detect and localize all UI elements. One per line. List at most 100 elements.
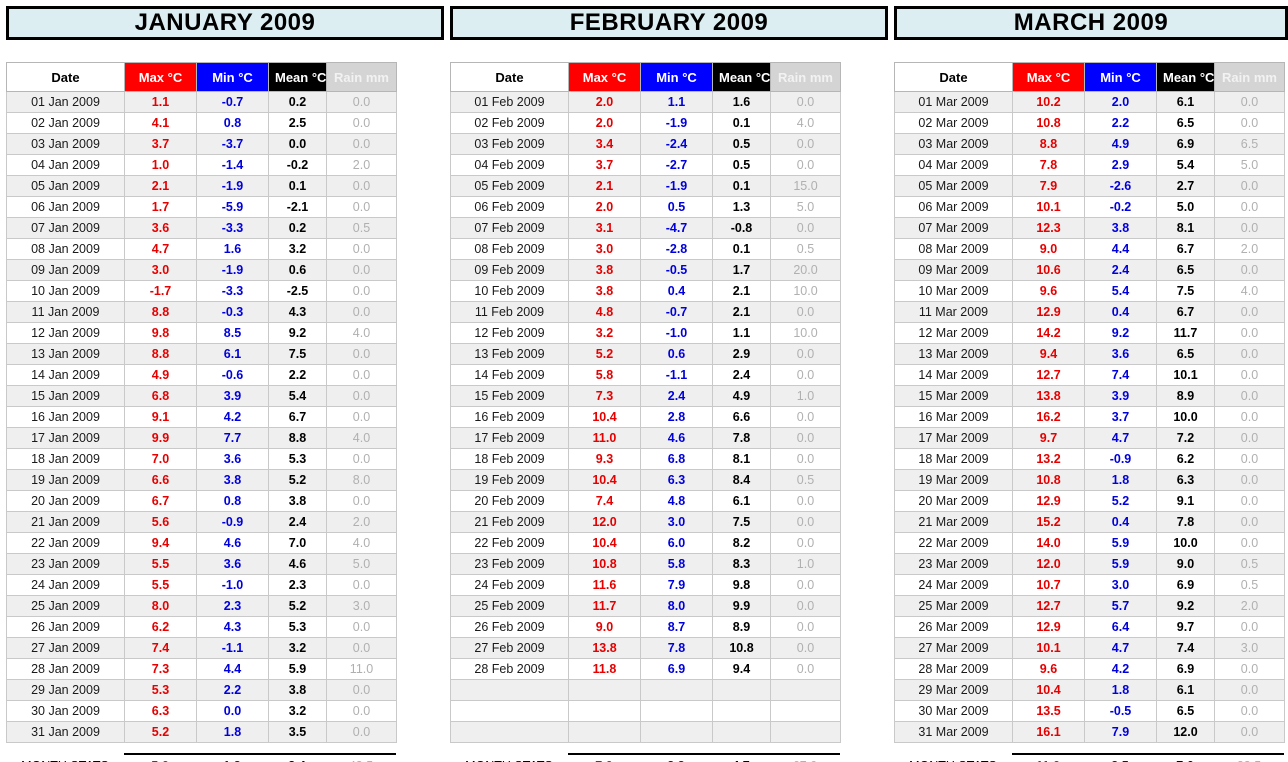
table-row[interactable]: 23 Feb 2009 10.8 5.8 8.3 1.0 <box>450 553 841 575</box>
table-row[interactable]: 31 Jan 2009 5.2 1.8 3.5 0.0 <box>6 721 397 743</box>
table-row[interactable]: 05 Feb 2009 2.1 -1.9 0.1 15.0 <box>450 175 841 197</box>
table-row[interactable]: 08 Jan 2009 4.7 1.6 3.2 0.0 <box>6 238 397 260</box>
table-row[interactable] <box>450 721 841 743</box>
table-row[interactable] <box>450 679 841 701</box>
table-row[interactable]: 29 Jan 2009 5.3 2.2 3.8 0.0 <box>6 679 397 701</box>
table-row[interactable]: 03 Jan 2009 3.7 -3.7 0.0 0.0 <box>6 133 397 155</box>
table-row[interactable]: 06 Jan 2009 1.7 -5.9 -2.1 0.0 <box>6 196 397 218</box>
table-row[interactable]: 09 Jan 2009 3.0 -1.9 0.6 0.0 <box>6 259 397 281</box>
table-row[interactable]: 06 Feb 2009 2.0 0.5 1.3 5.0 <box>450 196 841 218</box>
table-row[interactable]: 11 Feb 2009 4.8 -0.7 2.1 0.0 <box>450 301 841 323</box>
table-row[interactable]: 17 Jan 2009 9.9 7.7 8.8 4.0 <box>6 427 397 449</box>
table-row[interactable]: 15 Feb 2009 7.3 2.4 4.9 1.0 <box>450 385 841 407</box>
column-header-mean[interactable]: Mean °C <box>712 62 771 92</box>
column-header-date[interactable]: Date <box>450 62 569 92</box>
table-row[interactable]: 22 Mar 2009 14.0 5.9 10.0 0.0 <box>894 532 1285 554</box>
table-row[interactable]: 07 Feb 2009 3.1 -4.7 -0.8 0.0 <box>450 217 841 239</box>
table-row[interactable]: 19 Jan 2009 6.6 3.8 5.2 8.0 <box>6 469 397 491</box>
table-row[interactable]: 12 Mar 2009 14.2 9.2 11.7 0.0 <box>894 322 1285 344</box>
table-row[interactable]: 09 Mar 2009 10.6 2.4 6.5 0.0 <box>894 259 1285 281</box>
table-row[interactable]: 05 Jan 2009 2.1 -1.9 0.1 0.0 <box>6 175 397 197</box>
table-row[interactable]: 10 Mar 2009 9.6 5.4 7.5 4.0 <box>894 280 1285 302</box>
table-row[interactable]: 31 Mar 2009 16.1 7.9 12.0 0.0 <box>894 721 1285 743</box>
table-row[interactable]: 06 Mar 2009 10.1 -0.2 5.0 0.0 <box>894 196 1285 218</box>
table-row[interactable]: 01 Feb 2009 2.0 1.1 1.6 0.0 <box>450 91 841 113</box>
column-header-min[interactable]: Min °C <box>196 62 269 92</box>
table-row[interactable]: 15 Jan 2009 6.8 3.9 5.4 0.0 <box>6 385 397 407</box>
column-header-max[interactable]: Max °C <box>1012 62 1085 92</box>
table-row[interactable]: 02 Mar 2009 10.8 2.2 6.5 0.0 <box>894 112 1285 134</box>
table-row[interactable]: 08 Feb 2009 3.0 -2.8 0.1 0.5 <box>450 238 841 260</box>
table-row[interactable]: 27 Mar 2009 10.1 4.7 7.4 3.0 <box>894 637 1285 659</box>
table-row[interactable]: 02 Jan 2009 4.1 0.8 2.5 0.0 <box>6 112 397 134</box>
table-row[interactable]: 18 Mar 2009 13.2 -0.9 6.2 0.0 <box>894 448 1285 470</box>
table-row[interactable]: 25 Mar 2009 12.7 5.7 9.2 2.0 <box>894 595 1285 617</box>
table-row[interactable]: 12 Jan 2009 9.8 8.5 9.2 4.0 <box>6 322 397 344</box>
table-row[interactable]: 04 Mar 2009 7.8 2.9 5.4 5.0 <box>894 154 1285 176</box>
table-row[interactable] <box>450 700 841 722</box>
table-row[interactable]: 04 Feb 2009 3.7 -2.7 0.5 0.0 <box>450 154 841 176</box>
column-header-min[interactable]: Min °C <box>640 62 713 92</box>
table-row[interactable]: 11 Mar 2009 12.9 0.4 6.7 0.0 <box>894 301 1285 323</box>
table-row[interactable]: 02 Feb 2009 2.0 -1.9 0.1 4.0 <box>450 112 841 134</box>
table-row[interactable]: 14 Feb 2009 5.8 -1.1 2.4 0.0 <box>450 364 841 386</box>
table-row[interactable]: 21 Jan 2009 5.6 -0.9 2.4 2.0 <box>6 511 397 533</box>
column-header-date[interactable]: Date <box>6 62 125 92</box>
table-row[interactable]: 16 Mar 2009 16.2 3.7 10.0 0.0 <box>894 406 1285 428</box>
table-row[interactable]: 30 Mar 2009 13.5 -0.5 6.5 0.0 <box>894 700 1285 722</box>
table-row[interactable]: 24 Mar 2009 10.7 3.0 6.9 0.5 <box>894 574 1285 596</box>
table-row[interactable]: 15 Mar 2009 13.8 3.9 8.9 0.0 <box>894 385 1285 407</box>
table-row[interactable]: 20 Feb 2009 7.4 4.8 6.1 0.0 <box>450 490 841 512</box>
table-row[interactable]: 17 Feb 2009 11.0 4.6 7.8 0.0 <box>450 427 841 449</box>
table-row[interactable]: 18 Jan 2009 7.0 3.6 5.3 0.0 <box>6 448 397 470</box>
table-row[interactable]: 26 Jan 2009 6.2 4.3 5.3 0.0 <box>6 616 397 638</box>
column-header-rain[interactable]: Rain mm <box>326 62 397 92</box>
table-row[interactable]: 17 Mar 2009 9.7 4.7 7.2 0.0 <box>894 427 1285 449</box>
column-header-date[interactable]: Date <box>894 62 1013 92</box>
table-row[interactable]: 19 Mar 2009 10.8 1.8 6.3 0.0 <box>894 469 1285 491</box>
column-header-max[interactable]: Max °C <box>124 62 197 92</box>
table-row[interactable]: 08 Mar 2009 9.0 4.4 6.7 2.0 <box>894 238 1285 260</box>
table-row[interactable]: 01 Mar 2009 10.2 2.0 6.1 0.0 <box>894 91 1285 113</box>
table-row[interactable]: 26 Feb 2009 9.0 8.7 8.9 0.0 <box>450 616 841 638</box>
column-header-rain[interactable]: Rain mm <box>770 62 841 92</box>
table-row[interactable]: 14 Mar 2009 12.7 7.4 10.1 0.0 <box>894 364 1285 386</box>
table-row[interactable]: 25 Jan 2009 8.0 2.3 5.2 3.0 <box>6 595 397 617</box>
table-row[interactable]: 07 Jan 2009 3.6 -3.3 0.2 0.5 <box>6 217 397 239</box>
table-row[interactable]: 28 Feb 2009 11.8 6.9 9.4 0.0 <box>450 658 841 680</box>
column-header-rain[interactable]: Rain mm <box>1214 62 1285 92</box>
table-row[interactable]: 13 Feb 2009 5.2 0.6 2.9 0.0 <box>450 343 841 365</box>
table-row[interactable]: 04 Jan 2009 1.0 -1.4 -0.2 2.0 <box>6 154 397 176</box>
table-row[interactable]: 11 Jan 2009 8.8 -0.3 4.3 0.0 <box>6 301 397 323</box>
column-header-min[interactable]: Min °C <box>1084 62 1157 92</box>
table-row[interactable]: 26 Mar 2009 12.9 6.4 9.7 0.0 <box>894 616 1285 638</box>
table-row[interactable]: 23 Jan 2009 5.5 3.6 4.6 5.0 <box>6 553 397 575</box>
table-row[interactable]: 24 Feb 2009 11.6 7.9 9.8 0.0 <box>450 574 841 596</box>
table-row[interactable]: 23 Mar 2009 12.0 5.9 9.0 0.5 <box>894 553 1285 575</box>
table-row[interactable]: 10 Jan 2009 -1.7 -3.3 -2.5 0.0 <box>6 280 397 302</box>
table-row[interactable]: 16 Jan 2009 9.1 4.2 6.7 0.0 <box>6 406 397 428</box>
column-header-mean[interactable]: Mean °C <box>268 62 327 92</box>
table-row[interactable]: 21 Feb 2009 12.0 3.0 7.5 0.0 <box>450 511 841 533</box>
table-row[interactable]: 25 Feb 2009 11.7 8.0 9.9 0.0 <box>450 595 841 617</box>
table-row[interactable]: 27 Jan 2009 7.4 -1.1 3.2 0.0 <box>6 637 397 659</box>
table-row[interactable]: 20 Jan 2009 6.7 0.8 3.8 0.0 <box>6 490 397 512</box>
table-row[interactable]: 30 Jan 2009 6.3 0.0 3.2 0.0 <box>6 700 397 722</box>
table-row[interactable]: 03 Mar 2009 8.8 4.9 6.9 6.5 <box>894 133 1285 155</box>
table-row[interactable]: 05 Mar 2009 7.9 -2.6 2.7 0.0 <box>894 175 1285 197</box>
table-row[interactable]: 13 Jan 2009 8.8 6.1 7.5 0.0 <box>6 343 397 365</box>
table-row[interactable]: 28 Mar 2009 9.6 4.2 6.9 0.0 <box>894 658 1285 680</box>
table-row[interactable]: 03 Feb 2009 3.4 -2.4 0.5 0.0 <box>450 133 841 155</box>
table-row[interactable]: 28 Jan 2009 7.3 4.4 5.9 11.0 <box>6 658 397 680</box>
table-row[interactable]: 22 Jan 2009 9.4 4.6 7.0 4.0 <box>6 532 397 554</box>
table-row[interactable]: 09 Feb 2009 3.8 -0.5 1.7 20.0 <box>450 259 841 281</box>
table-row[interactable]: 13 Mar 2009 9.4 3.6 6.5 0.0 <box>894 343 1285 365</box>
table-row[interactable]: 27 Feb 2009 13.8 7.8 10.8 0.0 <box>450 637 841 659</box>
table-row[interactable]: 16 Feb 2009 10.4 2.8 6.6 0.0 <box>450 406 841 428</box>
column-header-mean[interactable]: Mean °C <box>1156 62 1215 92</box>
column-header-max[interactable]: Max °C <box>568 62 641 92</box>
table-row[interactable]: 14 Jan 2009 4.9 -0.6 2.2 0.0 <box>6 364 397 386</box>
table-row[interactable]: 07 Mar 2009 12.3 3.8 8.1 0.0 <box>894 217 1285 239</box>
table-row[interactable]: 01 Jan 2009 1.1 -0.7 0.2 0.0 <box>6 91 397 113</box>
table-row[interactable]: 21 Mar 2009 15.2 0.4 7.8 0.0 <box>894 511 1285 533</box>
